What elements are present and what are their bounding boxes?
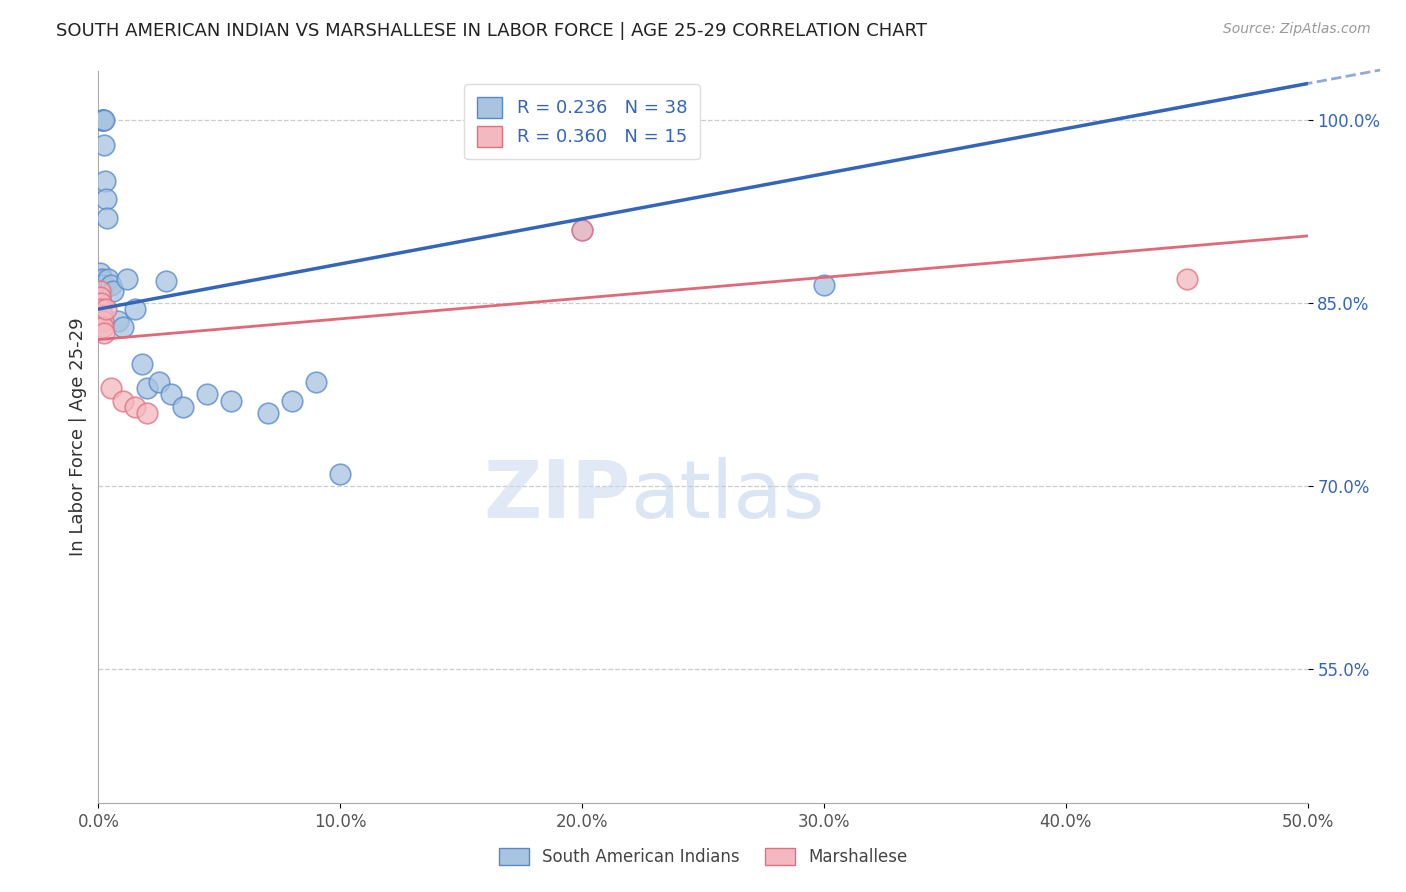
Point	[135, 381, 157, 395]
Point	[135, 406, 157, 420]
Point	[155, 274, 177, 288]
Text: ZIP: ZIP	[484, 457, 630, 534]
Point	[90, 271, 112, 285]
Y-axis label: In Labor Force | Age 25-29: In Labor Force | Age 25-29	[69, 318, 87, 557]
Point	[89, 265, 111, 279]
Text: atlas: atlas	[630, 457, 825, 534]
Point	[90, 284, 112, 298]
Point	[111, 393, 134, 408]
Point	[329, 467, 352, 481]
Point	[90, 296, 112, 310]
Point	[305, 375, 328, 389]
Point	[94, 192, 117, 206]
Point	[94, 301, 117, 317]
Point	[111, 320, 134, 334]
Point	[93, 326, 115, 341]
Point	[100, 277, 122, 292]
Point	[89, 277, 111, 292]
Point	[172, 400, 194, 414]
Point	[90, 301, 112, 317]
Point	[90, 281, 112, 295]
Point	[97, 271, 120, 285]
Point	[94, 174, 117, 188]
Text: SOUTH AMERICAN INDIAN VS MARSHALLESE IN LABOR FORCE | AGE 25-29 CORRELATION CHAR: SOUTH AMERICAN INDIAN VS MARSHALLESE IN …	[56, 22, 927, 40]
Point	[148, 375, 170, 389]
Point	[93, 113, 115, 128]
Point	[89, 290, 111, 304]
Point	[91, 284, 114, 298]
Point	[90, 277, 112, 292]
Point	[91, 314, 114, 328]
Point	[96, 211, 118, 225]
Legend: R = 0.236   N = 38, R = 0.360   N = 15: R = 0.236 N = 38, R = 0.360 N = 15	[464, 84, 700, 159]
Point	[124, 301, 146, 317]
Legend: South American Indians, Marshallese: South American Indians, Marshallese	[492, 841, 914, 873]
Point	[91, 113, 114, 128]
Point	[91, 320, 114, 334]
Point	[281, 393, 304, 408]
Point	[89, 271, 111, 285]
Point	[160, 387, 183, 401]
Point	[1175, 271, 1198, 285]
Point	[124, 400, 146, 414]
Point	[90, 274, 112, 288]
Point	[571, 223, 593, 237]
Point	[256, 406, 278, 420]
Point	[571, 223, 593, 237]
Text: Source: ZipAtlas.com: Source: ZipAtlas.com	[1223, 22, 1371, 37]
Point	[91, 113, 114, 128]
Point	[91, 113, 114, 128]
Point	[221, 393, 243, 408]
Point	[195, 387, 218, 401]
Point	[101, 284, 124, 298]
Point	[100, 381, 122, 395]
Point	[131, 357, 153, 371]
Point	[107, 314, 129, 328]
Point	[91, 308, 114, 322]
Point	[89, 284, 111, 298]
Point	[117, 271, 139, 285]
Point	[813, 277, 835, 292]
Point	[93, 137, 115, 152]
